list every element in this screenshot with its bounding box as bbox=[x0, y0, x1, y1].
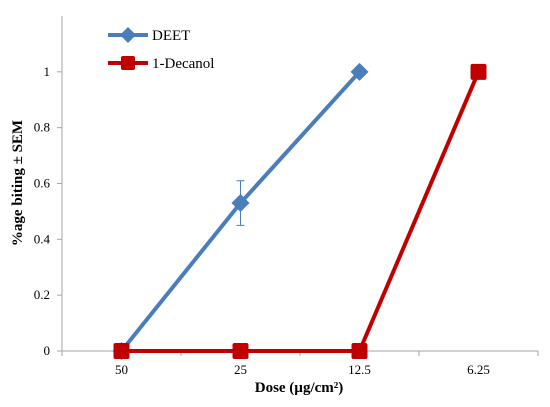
data-point bbox=[470, 63, 487, 80]
x-tick-label: 6.25 bbox=[467, 362, 490, 377]
legend-marker bbox=[121, 56, 135, 70]
x-tick-label: 25 bbox=[234, 362, 247, 377]
series-1-decanol bbox=[113, 63, 487, 359]
data-point bbox=[231, 194, 250, 213]
data-point bbox=[113, 343, 130, 359]
series-deet bbox=[112, 62, 369, 360]
y-axis-title: %age biting ± SEM bbox=[10, 120, 26, 246]
y-tick-label: 0.4 bbox=[34, 231, 51, 246]
y-tick-label: 0.8 bbox=[34, 120, 50, 135]
y-tick-label: 0.6 bbox=[34, 176, 51, 191]
data-point bbox=[232, 343, 249, 359]
data-point bbox=[350, 62, 369, 81]
legend-label: 1-Decanol bbox=[152, 56, 214, 72]
x-tick-label: 12.5 bbox=[348, 362, 371, 377]
y-tick-label: 0.2 bbox=[34, 287, 50, 302]
series-line bbox=[121, 71, 481, 353]
legend-item: DEET bbox=[108, 27, 190, 44]
legend: DEET 1-Decanol bbox=[108, 27, 214, 72]
y-tick-label: 0 bbox=[44, 343, 51, 358]
legend-label: DEET bbox=[152, 28, 190, 44]
y-ticks: 0 0.2 0.4 0.6 0.8 1 bbox=[34, 64, 62, 358]
series-layer bbox=[112, 62, 487, 360]
x-axis-title: Dose (µg/cm²) bbox=[255, 380, 344, 396]
x-ticks: 50 25 12.5 6.25 bbox=[61, 351, 539, 377]
x-tick-label: 50 bbox=[115, 362, 128, 377]
y-tick-label: 1 bbox=[44, 64, 51, 79]
legend-item: 1-Decanol bbox=[108, 56, 214, 72]
data-point bbox=[351, 343, 368, 359]
legend-marker bbox=[120, 27, 136, 43]
